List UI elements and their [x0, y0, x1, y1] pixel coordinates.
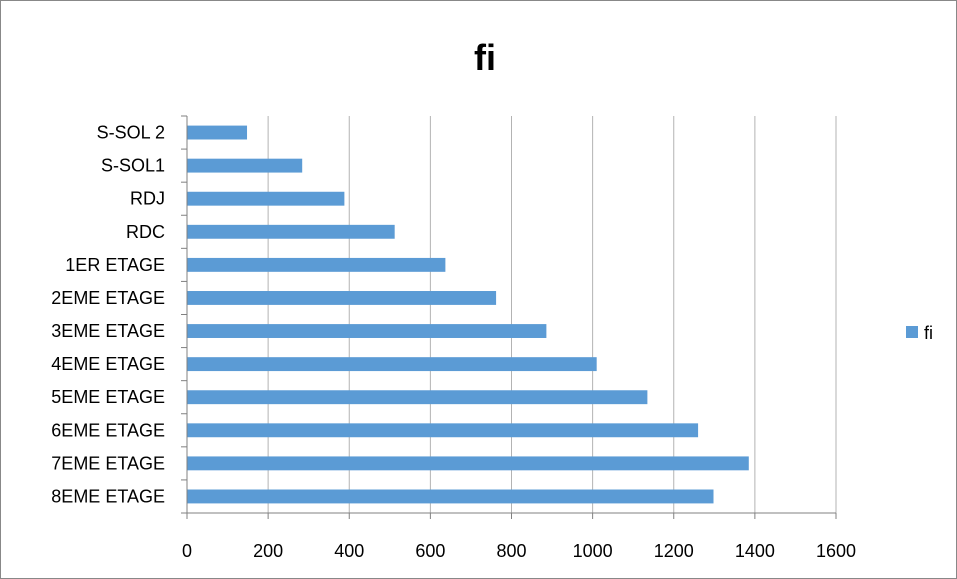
- axes: [181, 115, 837, 519]
- x-tick-label: 1200: [654, 541, 694, 561]
- x-tick-label: 600: [415, 541, 445, 561]
- x-tick-label: 800: [496, 541, 526, 561]
- bar-4eme-etage: [187, 357, 597, 372]
- legend-label-fi: fi: [924, 323, 933, 343]
- x-tick-label: 1400: [735, 541, 775, 561]
- category-label: 2EME ETAGE: [51, 288, 165, 308]
- bar-2eme-etage: [187, 291, 497, 305]
- bar-rdj: [187, 191, 345, 206]
- x-tick-labels: 0 200 400 600 800 1000 1200 1400 1600: [182, 541, 856, 561]
- bar-rdc: [187, 224, 395, 239]
- legend-swatch-fi: [906, 326, 918, 338]
- bar-8eme-etage: [187, 489, 714, 504]
- x-tick-label: 200: [253, 541, 283, 561]
- category-label: 4EME ETAGE: [51, 354, 165, 374]
- x-tick-label: 400: [334, 541, 364, 561]
- category-label: S-SOL 2: [97, 123, 165, 143]
- bar-s-sol-2: [187, 125, 248, 140]
- legend: fi: [906, 323, 933, 343]
- category-label: 5EME ETAGE: [51, 387, 165, 407]
- bars: [187, 125, 749, 504]
- category-label: RDJ: [130, 189, 165, 209]
- category-label: 3EME ETAGE: [51, 321, 165, 341]
- category-label: 1ER ETAGE: [65, 255, 165, 275]
- category-label: S-SOL1: [101, 156, 165, 176]
- bar-7eme-etage: [187, 456, 749, 471]
- category-label: 8EME ETAGE: [51, 486, 165, 506]
- bar-s-sol1: [187, 158, 303, 173]
- x-tick-label: 1600: [816, 541, 856, 561]
- bar-3eme-etage: [187, 324, 547, 338]
- category-label: 6EME ETAGE: [51, 420, 165, 440]
- gridlines: [267, 116, 837, 513]
- bar-5eme-etage: [187, 390, 648, 405]
- bar-6eme-etage: [187, 423, 699, 438]
- x-tick-label: 1000: [573, 541, 613, 561]
- chart-title: fi: [474, 37, 496, 78]
- bar-1er-etage: [187, 257, 446, 272]
- x-tick-label: 0: [182, 541, 192, 561]
- category-labels: S-SOL 2 S-SOL1 RDJ RDC 1ER ETAGE 2EME ETAGE 3E…: [51, 123, 165, 507]
- category-label: RDC: [126, 222, 165, 242]
- category-label: 7EME ETAGE: [51, 453, 165, 473]
